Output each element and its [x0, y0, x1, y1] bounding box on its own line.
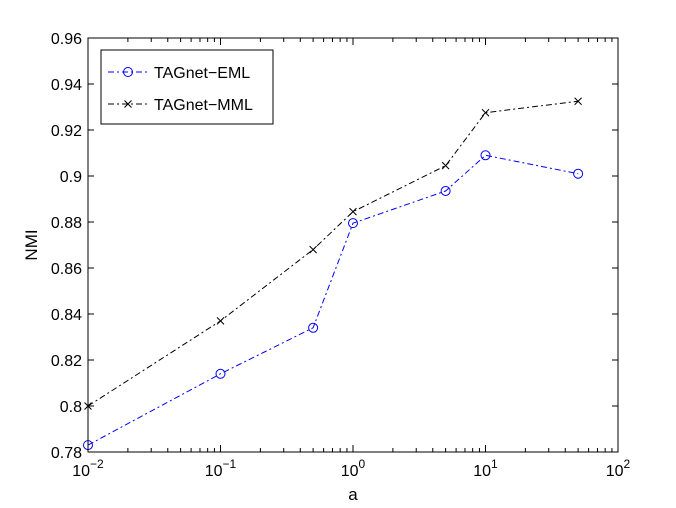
y-tick-label: 0.86: [51, 261, 82, 278]
data-point-tagnet-mml: [481, 108, 490, 117]
y-tick-label: 0.78: [51, 445, 82, 462]
y-tick-label: 0.96: [51, 31, 82, 48]
data-point-tagnet-mml: [441, 161, 450, 170]
series-line-tagnet-eml: [87, 154, 579, 446]
y-tick-label: 0.9: [60, 169, 82, 186]
x-tick-label: 100: [341, 457, 366, 480]
x-tick-label: 102: [606, 457, 631, 480]
legend-label-eml: TAGnet−EML: [154, 65, 250, 82]
data-point-tagnet-eml: [348, 218, 358, 229]
legend-box: [100, 49, 274, 125]
y-axis-title: NMI: [22, 229, 41, 260]
data-point-tagnet-eml: [480, 150, 491, 161]
data-point-tagnet-mml: [216, 317, 225, 325]
y-tick-label: 0.94: [51, 77, 82, 94]
data-point-tagnet-mml: [309, 245, 317, 254]
legend: TAGnet−EML TAGnet−MML: [100, 49, 274, 125]
data-point-tagnet-mml: [574, 97, 582, 106]
data-point-tagnet-eml: [308, 322, 319, 333]
data-point-tagnet-eml: [215, 368, 226, 379]
y-tick-label: 0.8: [60, 399, 82, 416]
x-axis-title: a: [348, 485, 358, 504]
plot-frame: [87, 37, 619, 453]
y-tick-label: 0.82: [51, 353, 82, 370]
legend-marker-eml: [123, 67, 133, 77]
axes: 0.78 0.8 0.82 0.84 0.86 0.88 0.9 0.92 0.94 0.96 10…: [51, 31, 631, 480]
x-tick-label: 10−2: [72, 457, 104, 480]
data-point-tagnet-mml: [349, 207, 357, 216]
series-layer: [83, 97, 584, 451]
legend-label-mml: TAGnet−MML: [154, 97, 253, 114]
x-tick-label: 10−1: [205, 457, 237, 480]
y-tick-label: 0.84: [51, 307, 82, 324]
data-point-tagnet-eml: [440, 185, 451, 196]
y-tick-label: 0.88: [51, 215, 82, 232]
x-tick-label: 101: [473, 457, 498, 480]
legend-marker-mml: [124, 100, 132, 108]
data-point-tagnet-eml: [573, 168, 584, 179]
y-tick-label: 0.92: [51, 123, 82, 140]
